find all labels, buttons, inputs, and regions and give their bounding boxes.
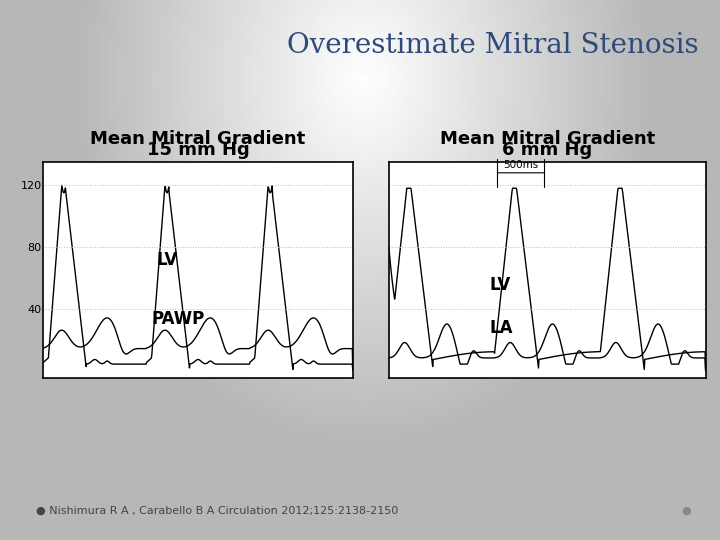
Text: ● Nishimura R A , Carabello B A Circulation 2012;125:2138-2150: ● Nishimura R A , Carabello B A Circulat… bbox=[36, 505, 398, 516]
Text: 15 mm Hg: 15 mm Hg bbox=[147, 141, 249, 159]
Text: Mean Mitral Gradient: Mean Mitral Gradient bbox=[91, 131, 305, 149]
Text: 6 mm Hg: 6 mm Hg bbox=[502, 141, 593, 159]
Text: Mean Mitral Gradient: Mean Mitral Gradient bbox=[440, 131, 654, 149]
Text: LV: LV bbox=[489, 276, 510, 294]
Text: Overestimate Mitral Stenosis: Overestimate Mitral Stenosis bbox=[287, 32, 698, 59]
Text: PAWP: PAWP bbox=[152, 310, 204, 328]
Text: LV: LV bbox=[157, 252, 178, 269]
Text: 500ms: 500ms bbox=[503, 160, 539, 170]
Text: ●: ● bbox=[681, 505, 691, 516]
Text: LA: LA bbox=[489, 319, 513, 338]
